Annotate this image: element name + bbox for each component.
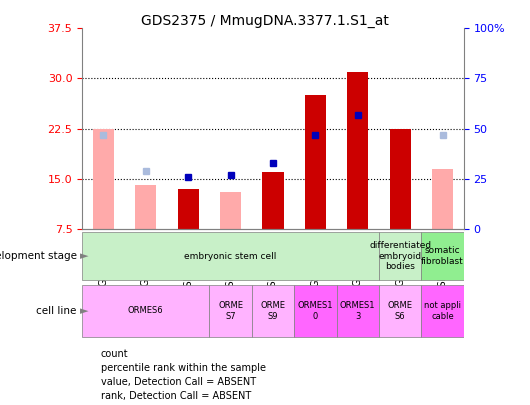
Text: ORMES1
0: ORMES1 0 [298, 301, 333, 320]
Bar [379, 232, 421, 280]
Text: ORMES1
3: ORMES1 3 [340, 301, 375, 320]
Bar [379, 285, 421, 337]
Bar [252, 285, 294, 337]
Bar [178, 189, 199, 229]
Bar [294, 285, 337, 337]
Text: differentiated
embryoid
bodies: differentiated embryoid bodies [369, 241, 431, 271]
Text: ORME
S6: ORME S6 [387, 301, 413, 320]
Bar [347, 72, 368, 229]
Text: ►: ► [80, 306, 88, 316]
Bar [421, 232, 464, 280]
Bar [82, 232, 379, 280]
Bar [82, 285, 209, 337]
Bar [220, 192, 241, 229]
Text: somatic
fibroblast: somatic fibroblast [421, 247, 464, 266]
Bar [262, 172, 284, 229]
Text: development stage: development stage [0, 251, 77, 261]
Bar [305, 95, 326, 229]
Bar [209, 285, 252, 337]
Text: ORME
S7: ORME S7 [218, 301, 243, 320]
Text: value, Detection Call = ABSENT: value, Detection Call = ABSENT [101, 377, 256, 387]
Text: rank, Detection Call = ABSENT: rank, Detection Call = ABSENT [101, 392, 251, 401]
Text: ►: ► [80, 251, 88, 261]
Text: cell line: cell line [37, 306, 77, 316]
Bar [432, 168, 453, 229]
Bar [390, 129, 411, 229]
Text: percentile rank within the sample: percentile rank within the sample [101, 363, 266, 373]
Text: not appli
cable: not appli cable [424, 301, 461, 320]
Bar [135, 185, 156, 229]
Bar [337, 285, 379, 337]
Text: ORME
S9: ORME S9 [260, 301, 286, 320]
Bar [421, 285, 464, 337]
Text: GDS2375 / MmugDNA.3377.1.S1_at: GDS2375 / MmugDNA.3377.1.S1_at [141, 14, 389, 28]
Text: count: count [101, 349, 128, 359]
Text: ORMES6: ORMES6 [128, 306, 164, 315]
Text: embryonic stem cell: embryonic stem cell [184, 252, 277, 261]
Bar [93, 129, 114, 229]
